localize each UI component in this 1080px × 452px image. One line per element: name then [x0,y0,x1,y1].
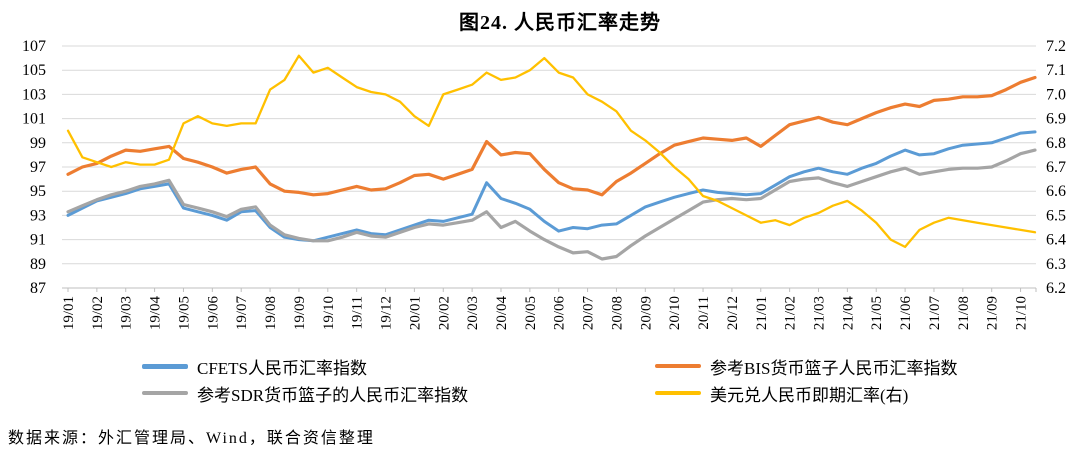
svg-text:107: 107 [22,38,46,55]
svg-text:6.4: 6.4 [1046,232,1066,249]
svg-text:21/09: 21/09 [985,296,1001,330]
svg-text:21/06: 21/06 [898,296,914,331]
svg-text:20/02: 20/02 [436,296,452,330]
y-axis-right: 6.2 6.3 6.4 6.5 6.6 6.7 6.8 6.9 7.0 7.1 7.2 [1046,38,1066,297]
bis-line-swatch [655,364,701,368]
legend-item-bis: 参考BIS货币篮子人民币汇率指数 [655,355,958,378]
svg-text:20/07: 20/07 [581,296,597,331]
svg-text:21/01: 21/01 [754,296,770,330]
svg-text:19/02: 19/02 [90,296,106,330]
svg-text:6.6: 6.6 [1046,183,1066,200]
legend-label-sdr: 参考SDR货币篮子的人民币汇率指数 [197,385,469,405]
svg-text:20/09: 20/09 [638,296,654,330]
data-source-note: 数据来源：外汇管理局、Wind，联合资信整理 [8,430,375,447]
svg-text:20/08: 20/08 [609,296,625,330]
svg-text:20/01: 20/01 [407,296,423,330]
svg-text:19/12: 19/12 [379,296,395,330]
svg-text:21/10: 21/10 [1014,296,1030,330]
svg-text:19/08: 19/08 [263,296,279,330]
svg-text:87: 87 [30,280,46,297]
svg-text:20/10: 20/10 [667,296,683,330]
svg-text:19/09: 19/09 [292,296,308,330]
svg-text:21/02: 21/02 [783,296,799,330]
svg-text:7.0: 7.0 [1046,86,1066,103]
svg-text:7.1: 7.1 [1046,62,1066,79]
svg-text:20/11: 20/11 [696,296,712,330]
svg-text:19/05: 19/05 [176,296,192,330]
gridlines [62,45,1036,289]
series-usdcny-line [66,54,1037,249]
svg-text:95: 95 [30,183,46,200]
svg-text:19/11: 19/11 [350,296,366,330]
svg-text:21/04: 21/04 [840,296,856,331]
y-axis-left: 87 89 91 93 95 97 99 101 103 105 107 [22,38,46,297]
svg-text:101: 101 [22,111,46,128]
svg-text:91: 91 [30,232,46,249]
series-bis-line [66,75,1037,197]
svg-text:103: 103 [22,86,46,103]
usdcny-line-swatch [655,391,701,395]
svg-text:20/04: 20/04 [494,296,510,331]
svg-text:6.2: 6.2 [1046,280,1066,297]
svg-text:21/05: 21/05 [869,296,885,330]
series-cfets-line [66,130,1037,243]
svg-text:6.9: 6.9 [1046,111,1066,128]
svg-text:19/01: 19/01 [61,296,77,330]
x-axis: 19/01 19/02 19/03 19/04 19/05 19/06 19/07 19/08… [61,288,1037,331]
svg-text:21/07: 21/07 [927,296,943,331]
svg-text:20/06: 20/06 [552,296,568,331]
cfets-line-swatch [142,363,188,369]
svg-text:6.5: 6.5 [1046,207,1066,224]
svg-text:19/03: 19/03 [119,296,135,330]
svg-text:19/07: 19/07 [234,296,250,331]
svg-text:20/03: 20/03 [465,296,481,330]
svg-text:21/03: 21/03 [812,296,828,330]
legend-item-cfets: CFETS人民币汇率指数 [142,355,368,378]
legend-item-usdcny: 美元兑人民币即期汇率(右) [655,382,909,405]
legend-item-sdr: 参考SDR货币篮子的人民币汇率指数 [142,382,469,405]
svg-text:19/10: 19/10 [321,296,337,330]
legend-label-cfets: CFETS人民币汇率指数 [197,358,368,378]
svg-text:99: 99 [30,135,46,152]
sdr-line-swatch [142,391,188,395]
svg-text:6.3: 6.3 [1046,256,1066,273]
svg-text:19/04: 19/04 [148,296,164,331]
svg-text:6.7: 6.7 [1046,159,1066,176]
svg-text:7.2: 7.2 [1046,38,1066,55]
svg-text:20/05: 20/05 [523,296,539,330]
svg-text:89: 89 [30,256,46,273]
svg-text:97: 97 [30,159,46,176]
svg-text:21/08: 21/08 [956,296,972,330]
svg-text:20/12: 20/12 [725,296,741,330]
legend-label-bis: 参考BIS货币篮子人民币汇率指数 [710,358,958,378]
chart-title: 图24. 人民币汇率走势 [459,12,661,34]
svg-text:93: 93 [30,207,46,224]
series-sdr-line [66,148,1037,261]
svg-text:105: 105 [22,62,46,79]
legend-label-usdcny: 美元兑人民币即期汇率(右) [710,385,909,405]
svg-text:19/06: 19/06 [205,296,221,331]
svg-text:6.8: 6.8 [1046,135,1066,152]
